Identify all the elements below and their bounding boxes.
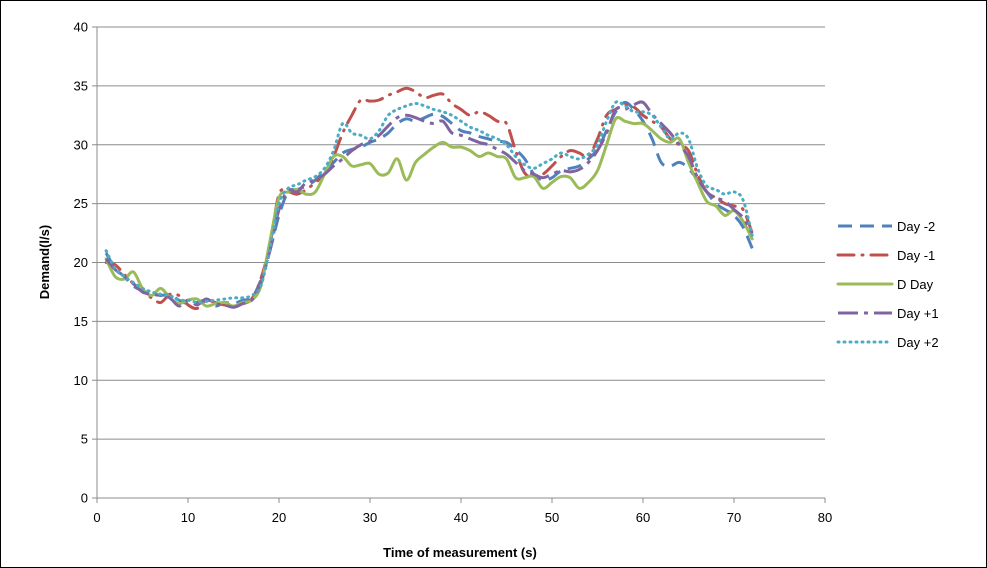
legend-label-5: Day +2 (897, 335, 939, 350)
y-axis-title: Demand(l/s) (37, 225, 52, 299)
y-tick-label: 40 (74, 20, 88, 35)
y-tick-labels: 0 5 10 15 20 25 30 35 40 (74, 20, 88, 506)
y-tick-label: 35 (74, 78, 88, 93)
series-line-2 (104, 86, 754, 311)
series-line-3 (104, 115, 754, 308)
legend: Day -2 Day -1 D Day Day +1 Day +2 (836, 219, 939, 350)
x-tick-labels: 0 10 20 30 40 50 60 70 80 (93, 510, 832, 525)
x-tick-label: 70 (727, 510, 741, 525)
x-tick-label: 0 (93, 510, 100, 525)
x-tick-label: 50 (545, 510, 559, 525)
x-tick-label: 80 (818, 510, 832, 525)
legend-label-4: Day +1 (897, 306, 939, 321)
grid-lines (97, 26, 825, 440)
x-tick-label: 30 (363, 510, 377, 525)
y-tick-label: 20 (74, 255, 88, 270)
y-tick-label: 30 (74, 137, 88, 152)
y-tick-label: 10 (74, 373, 88, 388)
x-axis-title: Time of measurement (s) (383, 545, 537, 560)
x-tick-label: 60 (636, 510, 650, 525)
series-line-4 (104, 100, 754, 309)
legend-label-3: D Day (897, 277, 934, 292)
y-tick-label: 0 (81, 491, 88, 506)
y-tick-label: 25 (74, 196, 88, 211)
series-line-5 (104, 100, 754, 305)
x-tick-label: 40 (454, 510, 468, 525)
x-tick-label: 10 (181, 510, 195, 525)
legend-label-2: Day -1 (897, 248, 935, 263)
legend-label-1: Day -2 (897, 219, 935, 234)
y-tick-label: 15 (74, 314, 88, 329)
y-tick-label: 5 (81, 432, 88, 447)
x-tick-label: 20 (272, 510, 286, 525)
axes (92, 26, 826, 503)
series-lines (104, 86, 754, 311)
